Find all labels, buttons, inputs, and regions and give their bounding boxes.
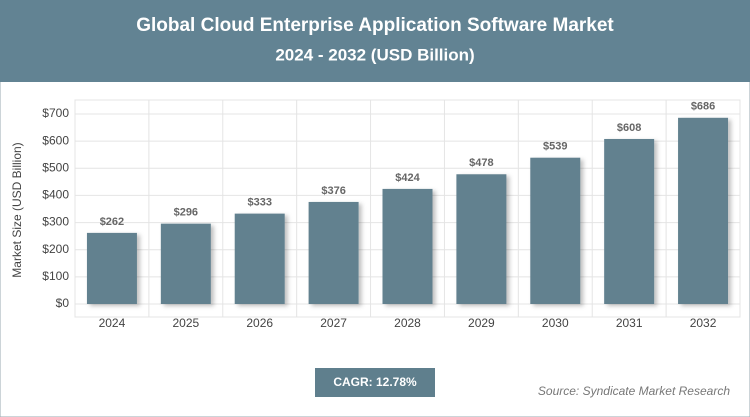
value-label: $686 (691, 101, 715, 113)
bar (86, 232, 137, 304)
y-tick-label: $300 (42, 215, 69, 229)
value-label: $608 (617, 122, 641, 134)
x-tick-label: 2030 (542, 316, 569, 330)
value-label: $539 (543, 141, 567, 153)
y-axis-label: Market Size (USD Billion) (10, 142, 24, 277)
x-tick-label: 2028 (394, 316, 421, 330)
x-tick-label: 2029 (468, 316, 495, 330)
bar (234, 213, 285, 304)
bar (308, 201, 359, 304)
cagr-box (315, 368, 435, 397)
bar (530, 157, 581, 304)
y-tick-label: $0 (56, 296, 70, 310)
value-label: $478 (469, 157, 493, 169)
x-tick-label: 2026 (246, 316, 273, 330)
cagr: CAGR: 12.78% (333, 375, 417, 389)
bar (160, 223, 211, 304)
bar (382, 188, 433, 304)
y-tick-label: $200 (42, 242, 69, 256)
value-label: $424 (395, 172, 420, 184)
y-tick-label: $600 (42, 133, 69, 147)
title-banner (0, 0, 750, 82)
value-label: $262 (100, 216, 124, 228)
bar (456, 174, 507, 304)
y-tick-label: $500 (42, 160, 69, 174)
x-tick-label: 2024 (99, 316, 126, 330)
chart-title: Global Cloud Enterprise Application Soft… (136, 15, 614, 36)
x-tick-label: 2027 (320, 316, 347, 330)
value-label: $376 (321, 185, 345, 197)
source: Source: Syndicate Market Research (538, 384, 730, 398)
chart-subtitle: 2024 - 2032 (USD Billion) (275, 45, 474, 64)
y-tick-label: $400 (42, 188, 69, 202)
x-tick-label: 2031 (616, 316, 643, 330)
y-tick-label: $700 (42, 106, 69, 120)
x-tick-label: 2032 (690, 316, 717, 330)
y-tick-label: $100 (42, 269, 69, 283)
plot-frame (74, 99, 741, 318)
value-label: $296 (174, 207, 198, 219)
bar (678, 117, 729, 304)
x-tick-label: 2025 (172, 316, 199, 330)
bar (604, 138, 655, 304)
value-label: $333 (247, 197, 271, 209)
